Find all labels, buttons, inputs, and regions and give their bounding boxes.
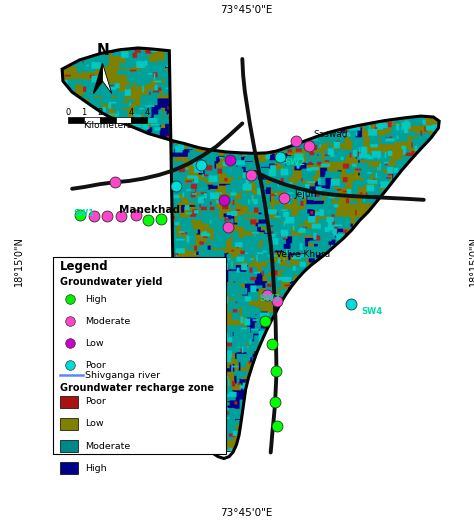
Point <box>118 212 125 221</box>
Text: 4: 4 <box>145 108 150 117</box>
Text: Groundwater recharge zone: Groundwater recharge zone <box>60 383 214 393</box>
Point <box>273 297 280 305</box>
Text: Moderate: Moderate <box>85 317 130 326</box>
Point <box>273 422 280 430</box>
Text: Kilometers: Kilometers <box>83 121 132 130</box>
Text: Poor: Poor <box>85 397 106 406</box>
Bar <box>60 462 78 474</box>
Bar <box>60 440 78 452</box>
Text: Manekhad: Manekhad <box>119 205 180 215</box>
Bar <box>131 117 147 122</box>
Point <box>247 171 255 179</box>
Point <box>66 339 74 347</box>
Text: SW4: SW4 <box>361 308 383 316</box>
Point <box>91 212 98 221</box>
Text: Low: Low <box>85 339 104 348</box>
Polygon shape <box>93 64 102 94</box>
Text: Moderate: Moderate <box>85 441 130 450</box>
Text: 18°15'0"N: 18°15'0"N <box>14 236 24 287</box>
Text: 73°45'0"E: 73°45'0"E <box>220 508 273 518</box>
Point <box>66 295 74 303</box>
Point <box>103 212 110 221</box>
Text: Low: Low <box>85 419 104 428</box>
Point <box>76 211 83 220</box>
Text: 2: 2 <box>97 108 102 117</box>
Point <box>347 300 355 308</box>
Text: N: N <box>96 43 109 58</box>
Text: Legend: Legend <box>60 260 109 273</box>
Text: Groundwater yield: Groundwater yield <box>60 277 163 288</box>
Bar <box>116 117 131 122</box>
Point <box>224 223 231 231</box>
Text: 18°15'0"N: 18°15'0"N <box>469 236 474 287</box>
Bar <box>53 257 226 454</box>
Text: High: High <box>85 294 107 304</box>
Point <box>262 317 269 325</box>
Polygon shape <box>102 64 112 94</box>
Point <box>305 141 313 150</box>
Point <box>263 290 270 299</box>
Bar <box>60 418 78 430</box>
Text: 1: 1 <box>81 108 86 117</box>
Text: SW2: SW2 <box>284 158 305 167</box>
Text: Saswad: Saswad <box>313 130 348 139</box>
Point <box>157 215 165 223</box>
Text: SW1: SW1 <box>73 209 94 219</box>
Text: Poor: Poor <box>85 361 106 370</box>
Point <box>220 196 228 204</box>
Text: 73°45'0"E: 73°45'0"E <box>220 5 273 15</box>
Text: Jejuri: Jejuri <box>294 190 318 199</box>
Point <box>226 156 234 164</box>
Point <box>292 137 300 145</box>
Bar <box>68 117 84 122</box>
Bar <box>84 117 100 122</box>
Text: High: High <box>85 464 107 473</box>
Point <box>66 317 74 325</box>
Text: Shivganga river: Shivganga river <box>85 371 160 380</box>
Text: Velve Khurd: Velve Khurd <box>276 250 330 259</box>
Text: 0: 0 <box>65 108 71 117</box>
Point <box>66 361 74 370</box>
Bar <box>100 117 116 122</box>
Bar <box>60 396 78 408</box>
Point <box>272 367 280 375</box>
Point <box>271 397 279 406</box>
Point <box>132 211 140 220</box>
Point <box>111 178 119 187</box>
Point <box>197 161 204 169</box>
Point <box>276 152 283 161</box>
Text: SW3: SW3 <box>259 293 280 303</box>
Point <box>172 181 179 190</box>
Point <box>280 194 288 202</box>
Point <box>145 216 152 224</box>
Point <box>269 340 276 348</box>
Text: 4: 4 <box>129 108 134 117</box>
